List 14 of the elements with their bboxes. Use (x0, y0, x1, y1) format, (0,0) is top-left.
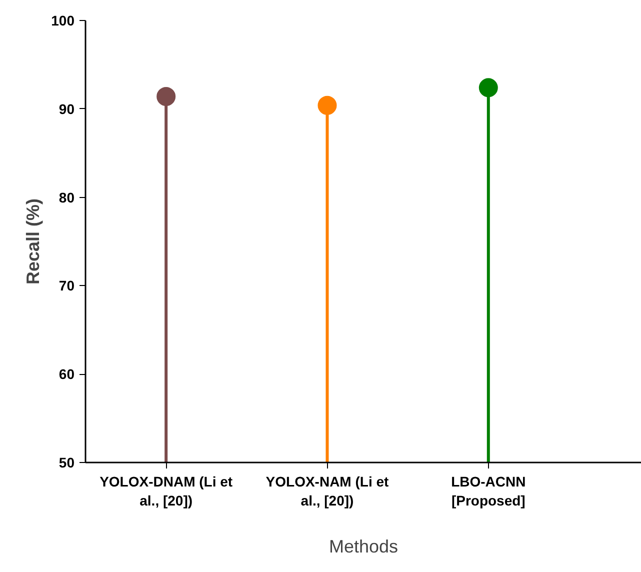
y-tick-label: 70 (58, 278, 75, 294)
y-tick-label: 80 (58, 189, 75, 206)
y-axis-title: Recall (%) (23, 198, 44, 285)
point (478, 78, 498, 98)
y-tick-label: 100 (51, 12, 75, 28)
y-tick-label: 60 (58, 366, 75, 382)
y-tick-label: 50 (58, 454, 75, 470)
x-tick-label: LBO-ACNN [Proposed] (451, 474, 526, 509)
x-axis-title: Methods (328, 536, 398, 557)
point (318, 96, 337, 115)
x-tick-label: YOLOX-NAM (Li et al., [20]) (266, 474, 390, 509)
x-tick-label: YOLOX-DNAM (Li et al., [20]) (100, 474, 233, 509)
y-tick-label: 90 (58, 100, 75, 117)
point (156, 87, 176, 106)
